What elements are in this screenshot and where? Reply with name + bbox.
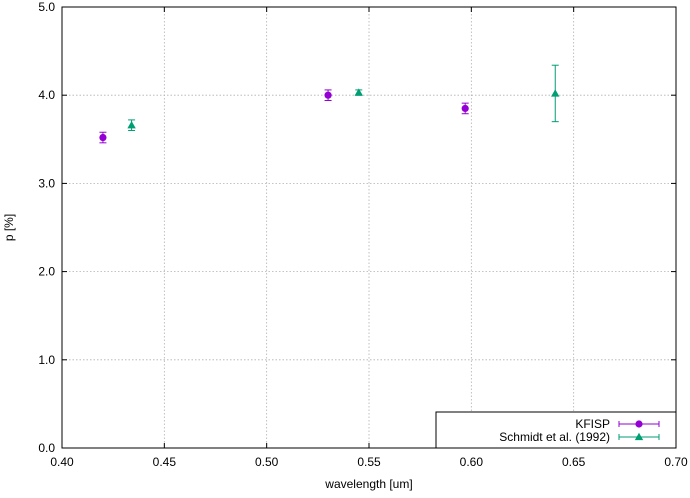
data-point-schmidt <box>127 120 136 129</box>
y-tick-label: 0.0 <box>38 441 55 455</box>
grid <box>62 7 676 448</box>
x-tick-label: 0.40 <box>50 455 74 469</box>
y-axis-label: p [%] <box>2 214 16 241</box>
legend-box <box>435 411 677 449</box>
y-tick-label: 1.0 <box>38 353 55 367</box>
x-tick-label: 0.70 <box>664 455 688 469</box>
x-tick-label: 0.45 <box>153 455 177 469</box>
y-tick-label: 4.0 <box>38 88 55 102</box>
y-tick-label: 3.0 <box>38 176 55 190</box>
legend-marker-kfisp <box>635 420 643 428</box>
data-point-kfisp <box>461 104 469 113</box>
x-axis-label: wavelength [um] <box>324 477 412 491</box>
legend-label-kfisp: KFISP <box>575 417 610 431</box>
x-tick-label: 0.60 <box>460 455 484 469</box>
legend: KFISP Schmidt et al. (1992) <box>435 411 677 449</box>
x-tick-label: 0.65 <box>562 455 586 469</box>
data-point-kfisp <box>324 91 332 99</box>
legend-symbol-schmidt <box>618 432 660 441</box>
x-tick-label: 0.50 <box>255 455 279 469</box>
data-marks <box>99 64 560 144</box>
data-point-schmidt <box>551 89 560 97</box>
axis-ticks: 0.40 0.45 0.50 0.55 0.60 0.65 0.70 0.0 1.0 2.0 3.0… <box>38 0 688 469</box>
data-point-kfisp <box>99 133 107 142</box>
legend-symbol-kfisp <box>618 420 660 428</box>
data-point-schmidt <box>354 88 363 96</box>
legend-marker-schmidt <box>634 432 644 441</box>
legend-label-schmidt: Schmidt et al. (1992) <box>499 430 610 444</box>
x-tick-label: 0.55 <box>357 455 381 469</box>
y-tick-label: 2.0 <box>38 265 55 279</box>
y-tick-label: 5.0 <box>38 0 55 14</box>
